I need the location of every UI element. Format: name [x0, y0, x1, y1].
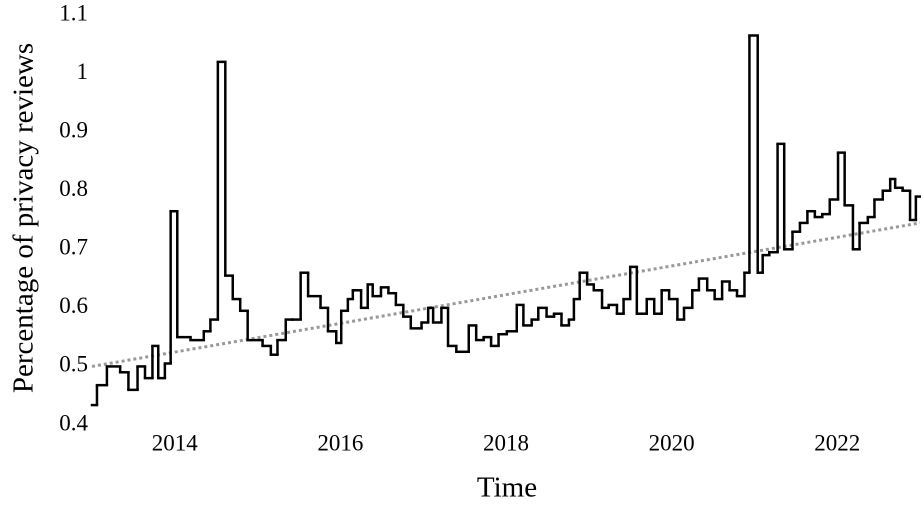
y-tick-label: 0.5	[59, 352, 88, 377]
y-tick-label: 0.9	[59, 117, 88, 142]
trend-line	[91, 221, 921, 368]
y-tick-label: 0.4	[59, 410, 88, 435]
y-tick-label: 1.1	[59, 0, 88, 25]
x-tick-label: 2022	[814, 430, 860, 455]
y-tick-label: 0.7	[59, 235, 88, 260]
y-tick-label: 0.6	[59, 293, 88, 318]
y-tick-label: 0.8	[59, 176, 88, 201]
x-axis-title: Time	[477, 472, 537, 504]
x-tick-label: 2018	[483, 430, 529, 455]
y-axis-title: Percentage of privacy reviews	[8, 43, 40, 393]
x-tick-label: 2020	[649, 430, 695, 455]
x-tick-label: 2014	[152, 430, 199, 455]
x-tick-label: 2016	[317, 430, 363, 455]
y-tick-label: 1	[77, 59, 89, 84]
